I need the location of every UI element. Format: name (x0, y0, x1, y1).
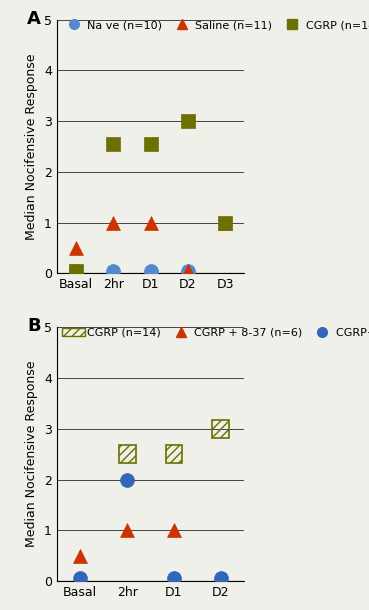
Point (110, 218, 116, 228)
Point (110, 139, 116, 149)
Point (110, 266, 116, 276)
Point (148, 139, 154, 149)
Point (77, 573, 83, 583)
Point (171, 525, 177, 535)
Point (124, 525, 130, 535)
Y-axis label: Median Nocifensive Response: Median Nocifensive Response (25, 53, 38, 240)
Point (124, 475, 130, 484)
Point (148, 266, 154, 276)
Point (73, 243, 79, 253)
Point (73, 266, 79, 276)
Text: A: A (27, 10, 41, 27)
Legend: CGRP (n=14), CGRP + 8-37 (n=6), CGRP+KT 5720 (n=7): CGRP (n=14), CGRP + 8-37 (n=6), CGRP+KT … (62, 328, 369, 338)
Point (218, 573, 224, 583)
Bar (119, 445, 135, 464)
Legend: Na ve (n=10), Saline (n=11), CGRP (n=14): Na ve (n=10), Saline (n=11), CGRP (n=14) (62, 20, 369, 30)
Y-axis label: Median Nocifensive Response: Median Nocifensive Response (25, 361, 38, 548)
Point (223, 218, 228, 228)
Point (185, 117, 191, 126)
Point (185, 266, 191, 276)
Point (77, 551, 83, 561)
Point (223, 218, 228, 228)
Bar (212, 420, 229, 438)
Text: B: B (27, 317, 41, 336)
Point (73, 266, 79, 276)
Point (185, 266, 191, 276)
Bar (166, 445, 182, 464)
Point (148, 218, 154, 228)
Point (171, 573, 177, 583)
